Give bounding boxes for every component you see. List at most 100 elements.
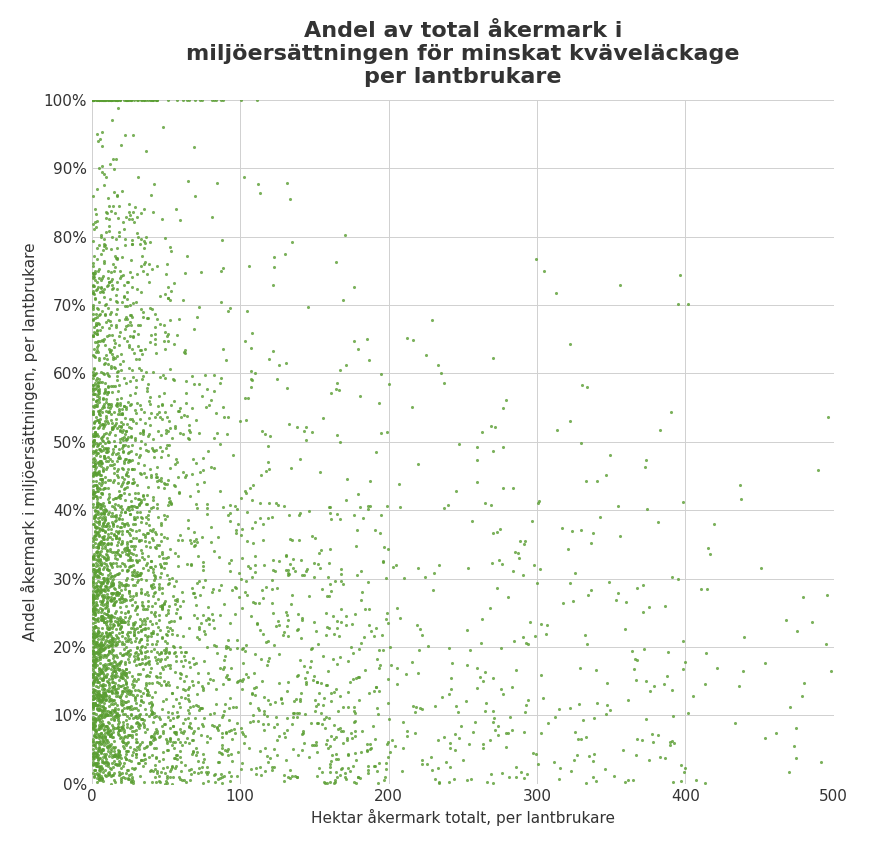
Point [674,758,688,772]
Point [137,241,151,254]
Point [90,583,104,596]
Point [105,639,119,653]
Point [99,607,113,621]
Point [108,706,122,719]
Point [103,590,117,604]
Point [85,93,99,107]
Point [93,335,107,348]
Point [222,556,236,570]
Point [85,612,99,625]
Point [299,675,313,689]
Point [191,484,205,497]
Point [101,454,115,468]
Point [148,410,162,424]
Point [147,731,161,745]
Point [328,777,342,790]
Point [89,652,103,666]
Point [142,589,156,602]
Point [120,541,134,555]
Point [135,493,149,507]
Point [256,690,270,704]
Point [148,728,162,741]
Point [106,352,120,366]
Point [228,580,242,594]
Point [92,760,106,773]
Point [114,695,128,709]
Point [173,640,187,654]
Point [216,678,230,691]
Point [100,638,114,651]
Point [100,352,114,366]
Point [87,622,101,635]
Point [121,475,135,489]
Point [130,652,144,666]
Point [173,401,187,414]
Point [229,502,243,516]
Point [113,592,127,606]
Point [98,513,112,527]
Point [166,735,180,749]
Point [819,637,833,650]
Point [207,622,221,635]
Point [484,498,498,512]
Point [242,741,256,755]
Point [88,673,102,686]
Point [202,601,216,614]
Point [532,757,546,771]
Point [149,741,163,755]
Point [117,595,131,608]
Point [110,464,124,478]
Point [106,446,120,459]
Point [484,419,498,433]
Point [127,654,141,667]
Point [113,424,127,438]
Point [116,462,129,475]
Point [269,495,282,509]
Point [169,751,182,765]
Point [91,753,105,767]
Point [114,614,128,628]
Point [187,322,201,335]
Point [107,419,121,433]
Point [148,560,162,573]
Point [174,744,188,757]
Point [89,686,103,700]
Point [89,715,103,728]
Point [151,480,165,494]
Point [285,717,299,731]
Point [88,274,102,287]
Point [85,685,99,699]
Point [112,575,126,589]
Point [90,635,104,649]
Point [727,717,741,730]
Point [86,689,100,702]
Point [277,499,291,512]
Point [97,583,111,596]
Point [626,772,640,786]
Point [160,567,174,581]
Point [214,295,228,308]
Point [261,717,275,730]
Point [91,540,105,554]
Point [370,701,384,715]
Point [87,649,101,662]
Point [104,407,118,421]
Point [99,405,113,418]
Point [115,684,129,698]
Point [91,685,105,699]
Point [92,684,106,698]
Point [196,555,209,568]
Point [192,761,206,775]
Point [162,606,176,620]
Point [110,349,124,363]
Point [108,747,122,761]
Point [88,712,102,726]
Point [209,93,223,107]
Point [85,552,99,566]
Point [96,728,110,741]
Point [85,748,99,761]
Point [152,775,166,789]
Point [137,458,151,472]
Point [90,497,103,511]
Point [261,749,275,762]
